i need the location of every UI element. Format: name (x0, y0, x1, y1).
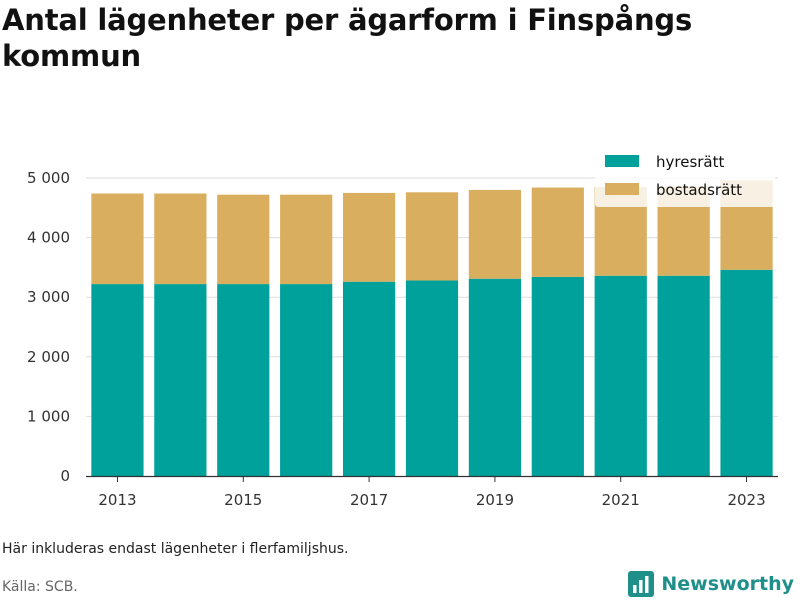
bar-bostadsratt-2020 (531, 187, 584, 277)
x-tick-label: 2019 (476, 491, 514, 509)
bar-hyresratt-2019 (468, 278, 522, 476)
legend: hyresrätt bostadsrätt (595, 143, 775, 207)
brand-logo: Newsworthy (627, 570, 794, 598)
bar-hyresratt-2022 (657, 275, 710, 476)
x-axis-ticks: 2013 2015 2017 2019 2021 2023 (98, 476, 766, 509)
bar-bostadsratt-2015 (217, 194, 270, 285)
y-tick-label: 4 000 (27, 229, 70, 247)
y-axis-ticks: 0 1 000 2 000 3 000 4 000 5 000 (27, 169, 70, 485)
x-tick-label: 2017 (350, 491, 388, 509)
legend-swatch-bostadsratt (605, 183, 639, 195)
bar-bostadsratt-2013 (91, 193, 144, 285)
bar-bostadsratt-2019 (468, 189, 522, 279)
y-tick-label: 2 000 (27, 348, 70, 366)
bar-hyresratt-2018 (405, 280, 459, 476)
chart-note: Här inkluderas endast lägenheter i flerf… (2, 541, 349, 557)
brand-name: Newsworthy (661, 573, 794, 595)
y-tick-label: 3 000 (27, 288, 70, 306)
bar-bostadsratt-2014 (154, 193, 207, 285)
y-tick-label: 5 000 (27, 169, 70, 187)
legend-label-bostadsratt: bostadsrätt (656, 181, 742, 199)
bar-bostadsratt-2017 (342, 192, 396, 282)
legend-label-hyresratt: hyresrätt (656, 153, 725, 171)
source-note: Källa: SCB. (2, 579, 78, 595)
bar-bostadsratt-2016 (280, 194, 333, 285)
bar-hyresratt-2014 (154, 284, 207, 476)
x-tick-label: 2015 (224, 491, 262, 509)
bar-hyresratt-2021 (594, 275, 647, 476)
x-tick-label: 2013 (98, 491, 136, 509)
bars (91, 180, 773, 476)
bar-bostadsratt-2018 (405, 192, 459, 281)
bar-hyresratt-2017 (342, 281, 396, 476)
x-tick-label: 2023 (727, 491, 765, 509)
y-tick-label: 0 (60, 467, 70, 485)
bar-hyresratt-2015 (217, 284, 270, 476)
bar-hyresratt-2016 (280, 284, 333, 476)
bar-hyresratt-2023 (720, 269, 773, 476)
bar-hyresratt-2020 (531, 276, 584, 476)
legend-box (595, 143, 775, 207)
legend-swatch-hyresratt (605, 155, 639, 167)
x-tick-label: 2021 (602, 491, 640, 509)
newsworthy-logo-icon (628, 571, 655, 597)
chart-title: Antal lägenheter per ägarform i Finspång… (2, 3, 693, 73)
y-tick-label: 1 000 (27, 407, 70, 425)
bar-hyresratt-2013 (91, 284, 144, 476)
